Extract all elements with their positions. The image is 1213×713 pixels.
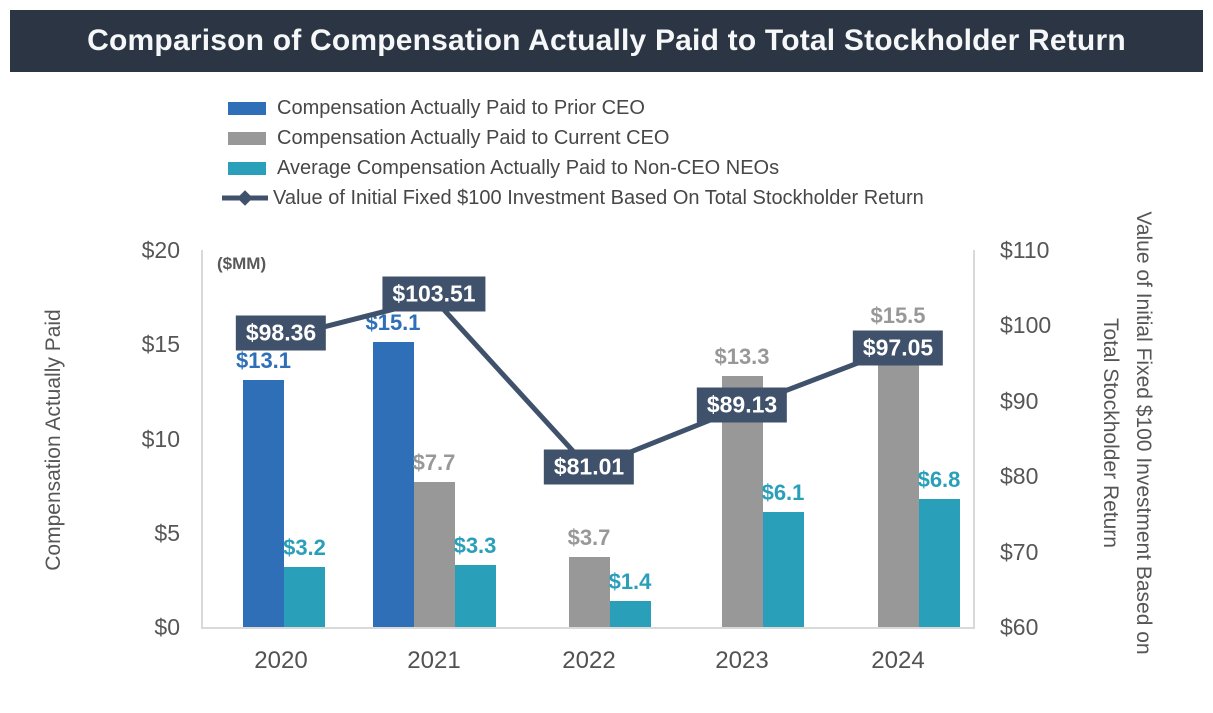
bar-value-label-current_ceo-2023: $13.3 (714, 344, 770, 370)
bar-neo-2020 (284, 566, 325, 627)
bar-prior_ceo-2020 (243, 380, 284, 627)
legend-item-prior-ceo: Compensation Actually Paid to Prior CEO (228, 93, 924, 123)
legend-label: Value of Initial Fixed $100 Investment B… (273, 186, 924, 209)
legend-item-neo: Average Compensation Actually Paid to No… (228, 153, 924, 183)
right-axis-tick: $100 (1000, 312, 1052, 339)
x-axis-label: 2023 (715, 647, 769, 674)
bar-value-label-current_ceo-2024: $15.5 (870, 302, 926, 328)
bar-current_ceo-2022 (568, 557, 610, 627)
bar-value-label-neo-2020: $3.2 (283, 534, 326, 560)
bar-value-label-current_ceo-2021: $7.7 (412, 449, 456, 475)
bar-value-label-prior_ceo-2021: $15.1 (365, 310, 421, 336)
bar-prior_ceo-2021 (372, 342, 414, 627)
bar-value-label-neo-2023: $6.1 (761, 480, 805, 505)
right-axis-title-line1: Value of Initial Fixed $100 Investment B… (1132, 211, 1155, 655)
y-axis-line (201, 250, 203, 629)
legend-swatch-neo-icon (228, 161, 266, 175)
legend-label: Compensation Actually Paid to Prior CEO (277, 96, 645, 119)
tsr-value-label-2022: $81.01 (543, 449, 635, 485)
bar-value-label-neo-2024: $6.8 (917, 466, 961, 492)
left-axis-tick: $10 (141, 425, 180, 452)
bar-value-label-neo-2021: $3.3 (453, 532, 497, 558)
x-axis-label: 2020 (254, 647, 308, 674)
tsr-value-label-2021: $103.51 (382, 276, 486, 312)
legend-item-tsr: Value of Initial Fixed $100 Investment B… (222, 183, 924, 213)
left-axis-tick: $5 (154, 519, 180, 546)
tsr-value-label-2020: $98.36 (235, 315, 327, 351)
x-axis-label: 2021 (407, 647, 461, 674)
bar-value-label-neo-2022: $1.4 (608, 568, 652, 594)
tsr-value-label-2023: $89.13 (696, 387, 788, 423)
legend-label: Average Compensation Actually Paid to No… (277, 156, 780, 179)
chart-legend: Compensation Actually Paid to Prior CEO … (222, 93, 924, 213)
unit-note-label: ($MM) (217, 254, 267, 273)
right-axis-line (973, 250, 975, 629)
right-axis-title: Value of Initial Fixed $100 Investment B… (1094, 153, 1160, 713)
right-axis-tick: $110 (1000, 237, 1050, 263)
legend-swatch-prior-ceo-icon (228, 101, 266, 115)
legend-swatch-current-ceo-icon (228, 131, 266, 145)
right-axis-title-line2: Total Stockholder Return (1099, 318, 1122, 548)
bar-current_ceo-2024 (877, 334, 919, 627)
bar-neo-2021 (454, 564, 496, 627)
legend-item-current-ceo: Compensation Actually Paid to Current CE… (228, 123, 924, 153)
bar-value-label-prior_ceo-2020: $13.1 (235, 348, 292, 374)
line-diamond-marker-icon (222, 190, 268, 206)
chart-title-bar: Comparison of Compensation Actually Paid… (10, 10, 1203, 72)
legend-label: Compensation Actually Paid to Current CE… (277, 126, 670, 149)
right-axis-tick: $80 (1000, 463, 1039, 490)
chart-title: Comparison of Compensation Actually Paid… (87, 24, 1126, 57)
right-axis-tick: $90 (1000, 387, 1039, 414)
bar-neo-2023 (762, 512, 804, 627)
x-axis-label: 2024 (871, 647, 925, 674)
tsr-value-label-2024: $97.05 (852, 330, 944, 366)
bar-neo-2022 (609, 600, 651, 627)
right-axis-tick: $70 (1000, 538, 1039, 565)
left-axis-tick: $20 (141, 237, 180, 263)
left-axis-tick: $0 (154, 614, 180, 640)
left-axis-tick: $15 (141, 331, 180, 358)
bar-neo-2024 (918, 498, 960, 627)
bar-value-label-current_ceo-2022: $3.7 (567, 525, 611, 551)
right-axis-tick: $60 (1000, 614, 1039, 640)
bar-current_ceo-2021 (413, 481, 455, 627)
x-axis-line (201, 627, 975, 629)
left-axis-title: Compensation Actually Paid (42, 309, 65, 571)
x-axis-label: 2022 (562, 647, 616, 674)
